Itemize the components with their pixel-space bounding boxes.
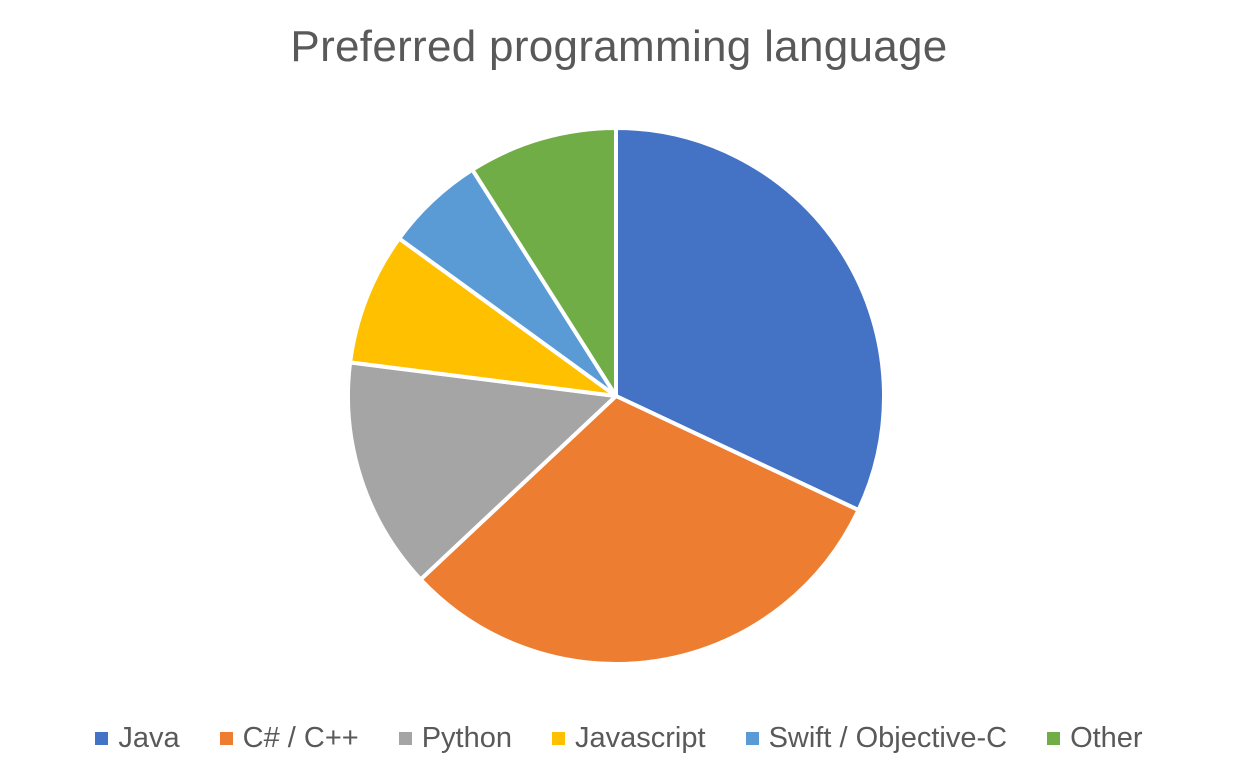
legend-swatch xyxy=(552,732,566,745)
legend-item: Python xyxy=(398,722,513,755)
legend-label: Java xyxy=(118,722,180,754)
legend-label: Other xyxy=(1070,722,1143,754)
chart-title: Preferred programming language xyxy=(290,22,948,71)
legend-item: Java xyxy=(95,722,180,755)
legend-label: Swift / Objective-C xyxy=(768,722,1008,754)
legend-swatch xyxy=(95,732,109,745)
pie-chart xyxy=(346,126,886,666)
legend-label: C# / C++ xyxy=(242,722,359,754)
legend-item: Swift / Objective-C xyxy=(745,722,1008,755)
legend-label: Javascript xyxy=(575,722,706,754)
pie-slice-python xyxy=(346,360,618,582)
legend-item: C# / C++ xyxy=(219,722,359,755)
pie-slice-other xyxy=(470,126,618,398)
pie-slice-c-c xyxy=(418,394,861,666)
legend-swatch xyxy=(1047,732,1061,745)
legend-swatch xyxy=(745,732,759,745)
legend-item: Javascript xyxy=(552,722,706,755)
pie-slice-java xyxy=(614,126,886,513)
chart-legend: Java C# / C++ Python Javascript Swift / Obje… xyxy=(0,722,1238,755)
legend-label: Python xyxy=(421,722,513,754)
legend-swatch xyxy=(219,732,233,745)
legend-swatch xyxy=(398,732,412,745)
legend-item: Other xyxy=(1047,722,1143,755)
pie-slice-javascript xyxy=(348,236,618,398)
